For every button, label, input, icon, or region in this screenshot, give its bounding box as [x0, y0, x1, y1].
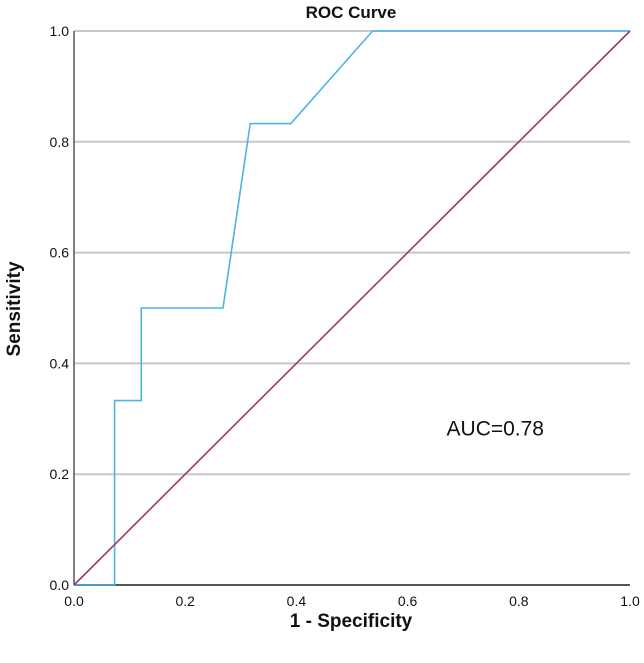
x-tick-label: 1.0: [620, 593, 640, 609]
x-axis-label: 1 - Specificity: [290, 611, 413, 632]
x-tick-label: 0.0: [64, 593, 84, 609]
x-tick-label: 0.2: [175, 593, 195, 609]
x-tick-label: 0.6: [398, 593, 418, 609]
y-axis-label: Sensitivity: [4, 261, 25, 356]
roc-curve-line: [74, 30, 630, 586]
chart-title: ROC Curve: [306, 3, 397, 22]
x-tick-label: 0.8: [509, 593, 529, 609]
y-tick-label: 1.0: [50, 23, 70, 39]
y-tick-label: 0.8: [50, 134, 70, 150]
y-tick-label: 0.6: [50, 245, 70, 261]
auc-annotation: AUC=0.78: [447, 417, 544, 440]
y-tick-label: 0.2: [50, 466, 70, 482]
x-tick-label: 0.4: [287, 593, 307, 609]
reference-diagonal-line: [73, 30, 631, 586]
y-tick-label: 0.4: [50, 355, 70, 371]
y-tick-label: 0.0: [50, 577, 70, 593]
